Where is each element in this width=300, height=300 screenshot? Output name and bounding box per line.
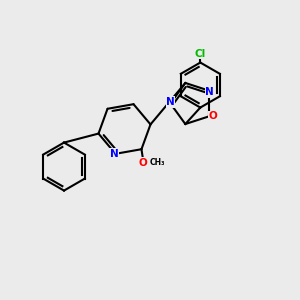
- Text: Cl: Cl: [195, 49, 206, 58]
- Text: O: O: [208, 111, 217, 121]
- Text: N: N: [110, 149, 118, 159]
- Text: CH₃: CH₃: [150, 158, 165, 167]
- Text: N: N: [166, 97, 175, 107]
- Text: O: O: [139, 158, 147, 168]
- Text: N: N: [205, 87, 214, 97]
